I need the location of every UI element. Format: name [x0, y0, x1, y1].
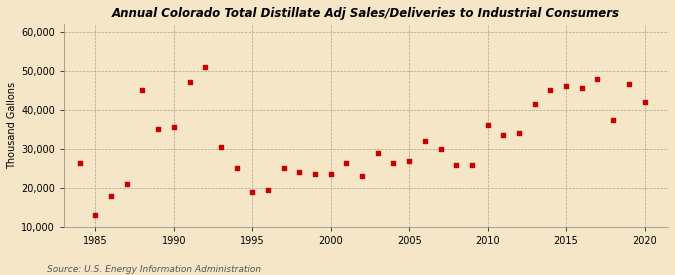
Point: [184, 80, 195, 85]
Point: [341, 160, 352, 165]
Point: [106, 194, 117, 198]
Point: [247, 190, 258, 194]
Point: [404, 158, 414, 163]
Y-axis label: Thousand Gallons: Thousand Gallons: [7, 82, 17, 169]
Point: [419, 139, 430, 143]
Point: [529, 102, 540, 106]
Point: [200, 65, 211, 69]
Point: [137, 88, 148, 92]
Point: [373, 151, 383, 155]
Point: [153, 127, 163, 131]
Title: Annual Colorado Total Distillate Adj Sales/Deliveries to Industrial Consumers: Annual Colorado Total Distillate Adj Sal…: [112, 7, 620, 20]
Point: [639, 100, 650, 104]
Point: [514, 131, 524, 136]
Point: [169, 125, 180, 130]
Point: [561, 84, 572, 89]
Point: [435, 147, 446, 151]
Point: [356, 174, 367, 178]
Point: [90, 213, 101, 218]
Point: [592, 76, 603, 81]
Point: [624, 82, 634, 87]
Point: [294, 170, 304, 175]
Point: [576, 86, 587, 90]
Point: [232, 166, 242, 170]
Point: [608, 117, 618, 122]
Point: [482, 123, 493, 128]
Point: [466, 162, 477, 167]
Point: [310, 172, 321, 177]
Point: [263, 188, 273, 192]
Point: [545, 88, 556, 92]
Point: [74, 160, 85, 165]
Text: Source: U.S. Energy Information Administration: Source: U.S. Energy Information Administ…: [47, 265, 261, 274]
Point: [215, 145, 226, 149]
Point: [498, 133, 509, 138]
Point: [278, 166, 289, 170]
Point: [388, 160, 399, 165]
Point: [451, 162, 462, 167]
Point: [325, 172, 336, 177]
Point: [122, 182, 132, 186]
